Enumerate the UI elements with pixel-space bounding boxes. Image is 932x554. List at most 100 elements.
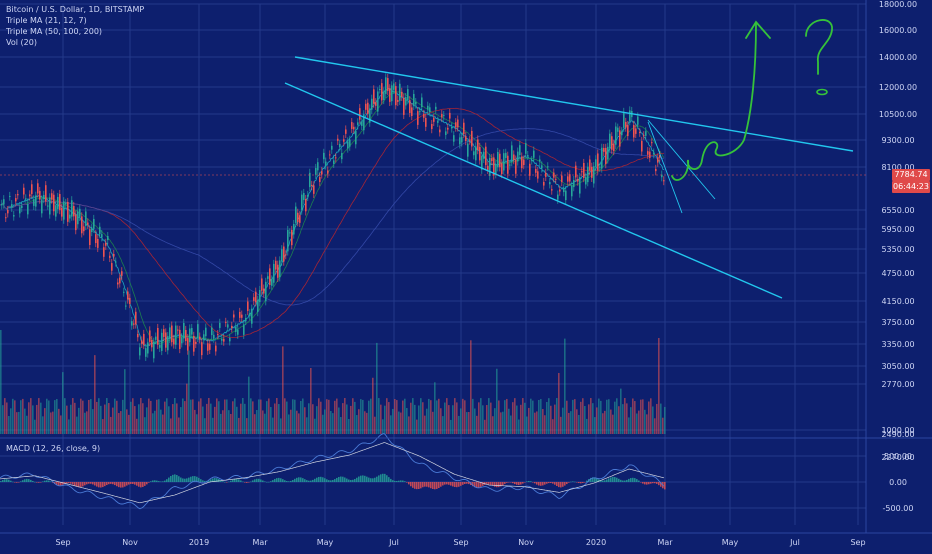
candle-body [391, 85, 393, 102]
macd-histogram-bar [238, 479, 240, 482]
macd-tick-label: -500.00 [883, 504, 914, 513]
macd-line [0, 433, 665, 510]
candle-body [395, 86, 397, 106]
macd-histogram-bar [56, 482, 58, 486]
volume-bar [462, 398, 464, 434]
x-tick-label: Sep [55, 538, 70, 547]
candle-body [201, 342, 203, 356]
volume-bar [458, 415, 460, 434]
candle-body [339, 143, 341, 148]
macd-histogram-bar [412, 482, 414, 488]
macd-histogram-bar [616, 477, 618, 482]
candle-body [157, 327, 159, 345]
volume-bar [88, 399, 90, 434]
macd-histogram-bar [346, 478, 348, 482]
candle-body [621, 131, 623, 136]
candle-body [231, 325, 233, 329]
macd-histogram-bar [422, 482, 424, 488]
macd-histogram-bar [564, 482, 566, 486]
candle-body [155, 336, 157, 340]
volume-bar [232, 401, 234, 434]
macd-histogram-bar [106, 482, 108, 486]
volume-bar [258, 399, 260, 434]
ma-mid-line [0, 91, 665, 345]
volume-bar [200, 398, 202, 434]
macd-histogram-bar [630, 478, 632, 482]
candle-body [635, 128, 637, 134]
macd-histogram-bar [182, 478, 184, 482]
volume-bar [552, 419, 554, 434]
macd-histogram-bar [242, 481, 244, 483]
candle-body [453, 135, 455, 142]
macd-histogram-bar [110, 482, 112, 484]
candle-body [345, 129, 347, 134]
candle-body [131, 321, 133, 326]
volume-bar [626, 403, 628, 434]
volume-bar [432, 411, 434, 434]
macd-histogram-bar [572, 481, 574, 482]
macd-histogram-bar [212, 478, 214, 482]
macd-histogram-bar [576, 482, 578, 483]
volume-bar [340, 417, 342, 434]
macd-tick-label: 0.00 [889, 478, 907, 487]
macd-histogram-bar [36, 482, 38, 483]
volume-bar [250, 398, 252, 434]
volume-bar [400, 412, 402, 434]
volume-bar [162, 414, 164, 434]
volume-bar [246, 418, 248, 434]
candle-body [457, 119, 459, 128]
volume-bar [22, 398, 24, 434]
volume-bar [0, 330, 2, 434]
candle-body [211, 327, 213, 336]
candle-body [205, 327, 207, 337]
y-tick-label: 12000.00 [879, 83, 917, 92]
candle-body [493, 157, 495, 176]
volume-bar [556, 398, 558, 434]
candle-body [59, 193, 61, 211]
macd-histogram-bar [58, 482, 60, 486]
volume-bar [18, 411, 20, 434]
volume-bar [210, 403, 212, 434]
macd-histogram-bar [354, 478, 356, 482]
macd-histogram-bar [500, 482, 502, 487]
volume-bar [296, 410, 298, 434]
volume-bar [412, 398, 414, 434]
candle-body [447, 127, 449, 130]
volume-bar [386, 398, 388, 434]
candle-body [243, 324, 245, 335]
candle-body [207, 343, 209, 351]
volume-bar [302, 398, 304, 434]
macd-histogram-bar [124, 482, 126, 487]
candle-body [477, 139, 479, 151]
macd-histogram-bar [76, 482, 78, 487]
volume-bar [268, 398, 270, 434]
macd-histogram-bar [390, 478, 392, 482]
volume-bar [360, 399, 362, 434]
volume-bar [378, 398, 380, 434]
volume-bar [524, 402, 526, 434]
candle-body [283, 246, 285, 262]
macd-histogram-bar [618, 478, 620, 482]
volume-bar [68, 419, 70, 434]
volume-bar [644, 409, 646, 434]
candle-body [125, 305, 127, 307]
macd-histogram-bar [4, 479, 6, 482]
candle-body [489, 157, 491, 176]
macd-histogram-bar [174, 474, 176, 482]
macd-histogram-bar [566, 482, 568, 485]
y-tick-label: 16000.00 [879, 26, 917, 35]
volume-bar [518, 419, 520, 434]
volume-bar [244, 403, 246, 434]
volume-bar [614, 401, 616, 434]
candle-body [441, 114, 443, 118]
volume-bar [346, 404, 348, 434]
upper-trendline [294, 56, 854, 152]
macd-histogram-bar [198, 477, 200, 482]
candle-body [209, 343, 211, 350]
candle-body [473, 151, 475, 156]
volume-bar [56, 398, 58, 434]
volume-bar [164, 401, 166, 434]
candle-body [533, 150, 535, 158]
volume-bar [600, 400, 602, 434]
